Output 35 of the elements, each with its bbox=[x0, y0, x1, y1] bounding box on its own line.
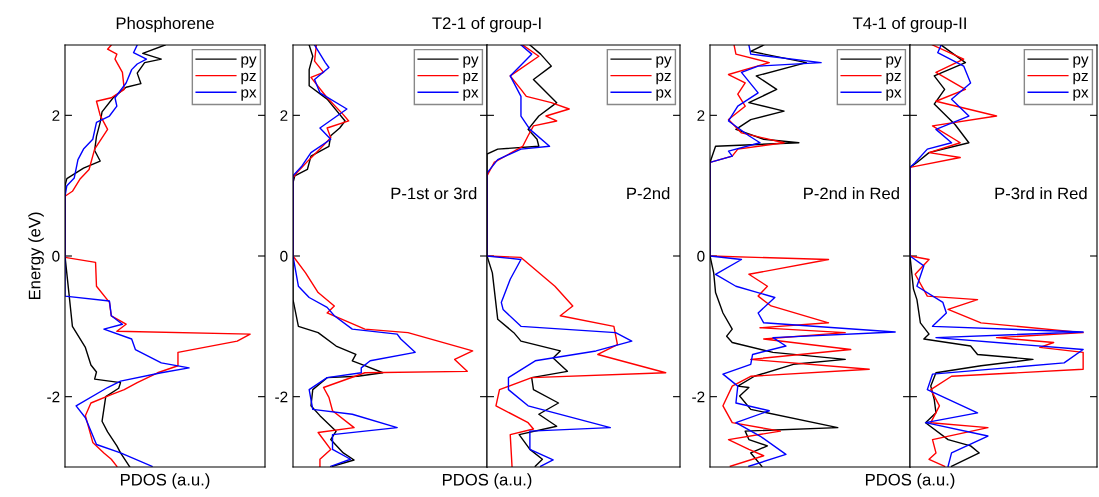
legend-label: px bbox=[886, 89, 902, 101]
legend-label: px bbox=[241, 89, 257, 101]
x-axis-title: PDOS (a.u.) bbox=[442, 473, 532, 489]
legend-label: px bbox=[1073, 89, 1089, 101]
y-axis-title: Energy (eV) bbox=[28, 212, 44, 300]
legend-label: pz bbox=[656, 72, 671, 85]
y-tick-label: 0 bbox=[52, 250, 60, 262]
x-axis-title: PDOS (a.u.) bbox=[865, 473, 955, 489]
x-axis-title: PDOS (a.u.) bbox=[120, 473, 210, 489]
y-tick-label: 0 bbox=[280, 250, 288, 262]
y-tick-label: 2 bbox=[52, 110, 60, 121]
y-tick-label: -2 bbox=[692, 391, 705, 403]
legend-label: px bbox=[656, 89, 672, 101]
chart-title: Phosphorene bbox=[116, 16, 214, 33]
y-tick-label: 0 bbox=[697, 250, 705, 262]
legend-label: pz bbox=[1073, 72, 1088, 85]
legend-label: py bbox=[241, 56, 257, 68]
chart-title: T4-1 of group-II bbox=[852, 16, 966, 33]
legend-label: py bbox=[886, 56, 902, 68]
annotation: P-2nd bbox=[627, 187, 670, 200]
y-tick-label: 2 bbox=[697, 110, 705, 121]
annotation: P-2nd in Red bbox=[804, 187, 899, 200]
y-tick-label: 2 bbox=[280, 110, 288, 121]
legend-label: py bbox=[1073, 56, 1089, 68]
legend-label: pz bbox=[241, 72, 256, 85]
legend-label: pz bbox=[463, 72, 478, 85]
legend-label: px bbox=[463, 89, 479, 101]
legend-label: py bbox=[463, 56, 479, 68]
annotation: P-1st or 3rd bbox=[391, 187, 477, 200]
legend-label: py bbox=[656, 56, 672, 68]
y-tick-label: -2 bbox=[275, 391, 288, 403]
y-tick-label: -2 bbox=[47, 391, 60, 403]
legend-label: pz bbox=[886, 72, 901, 85]
annotation: P-3rd in Red bbox=[995, 187, 1087, 200]
chart-title: T2-1 of group-I bbox=[432, 16, 541, 33]
